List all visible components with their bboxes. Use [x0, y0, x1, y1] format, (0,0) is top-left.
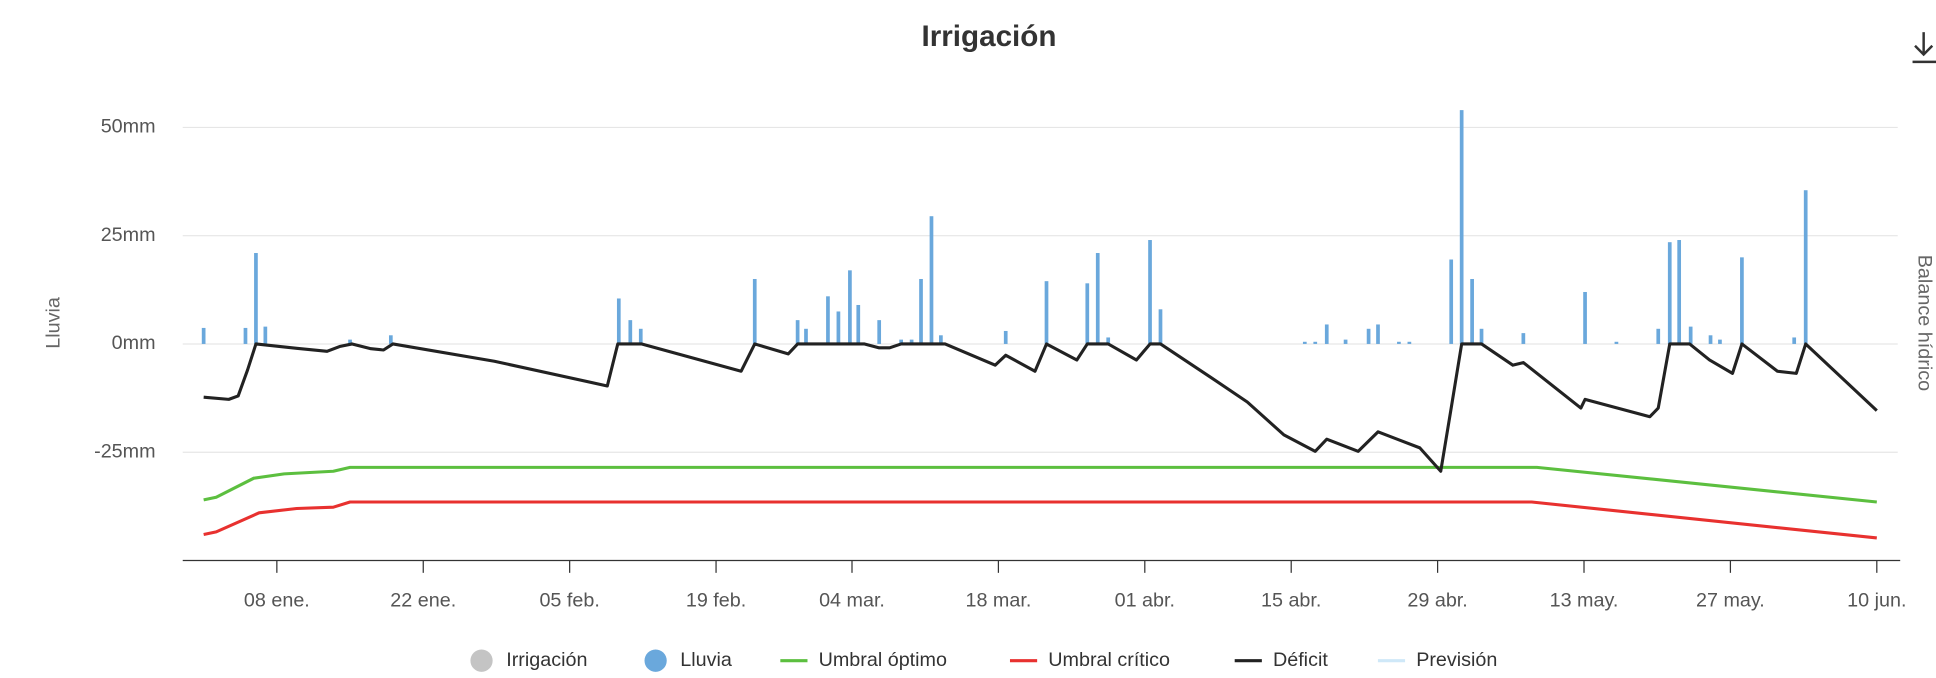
legend-symbol [644, 649, 667, 672]
series-line [203, 500, 1877, 540]
rain-bar [1470, 278, 1474, 344]
x-tick-label: 15 abr. [1261, 589, 1321, 611]
rain-bar [1688, 326, 1693, 344]
rain-bar [1792, 337, 1797, 344]
x-tick-label: 27 may. [1696, 589, 1765, 611]
rain-bar [1343, 339, 1348, 344]
rain-bar [1324, 324, 1329, 344]
download-button[interactable] [1912, 32, 1936, 64]
x-tick-label: 22 ene. [390, 589, 456, 611]
rain-bar [1677, 240, 1682, 344]
rain-bar [826, 296, 830, 344]
rain-bar [1366, 328, 1371, 344]
rain-bar [919, 278, 923, 344]
legend-label: Lluvia [680, 649, 732, 671]
y-axis-title: Lluvia [43, 297, 65, 349]
rain-bar [909, 339, 914, 344]
rain-bar [1095, 253, 1100, 344]
rain-bar [1313, 341, 1318, 344]
x-tick-label: 18 mar. [965, 589, 1031, 611]
x-tick-label: 19 feb. [686, 589, 746, 611]
rain-bar [856, 304, 861, 344]
rain-bar [388, 335, 393, 344]
x-tick-label: 01 abr. [1115, 589, 1175, 611]
legend-symbol [470, 649, 493, 672]
legend-label: Umbral óptimo [819, 649, 947, 671]
rain-bar [804, 328, 808, 344]
x-tick-label: 08 ene. [244, 589, 310, 611]
rain-bar [254, 253, 258, 344]
rain-bar [638, 328, 643, 344]
rain-bar [939, 335, 943, 344]
legend-label: Umbral crítico [1048, 649, 1170, 671]
rain-bar [1479, 328, 1484, 344]
rain-bar [1407, 341, 1412, 344]
series-line [203, 342, 1878, 473]
rain-bar [1708, 335, 1713, 344]
rain-bar [1302, 341, 1307, 344]
rain-bar [1740, 257, 1744, 344]
rain-bar [1376, 324, 1380, 344]
rain-bar [1044, 281, 1049, 344]
legend-label: Irrigación [506, 649, 587, 671]
download-icon[interactable] [1914, 44, 1934, 57]
rain-bar [1148, 240, 1152, 344]
y-tick-label: -25mm [94, 440, 155, 462]
rain-bar [1521, 333, 1526, 344]
rain-bar [929, 216, 934, 344]
rain-bar [1803, 190, 1808, 344]
rain-bar [1003, 330, 1008, 344]
rain-bar [1459, 110, 1464, 344]
chart-title: Irrigación [921, 20, 1056, 53]
rain-bar [752, 278, 757, 344]
rain-bar [201, 327, 206, 344]
rain-bar [1656, 328, 1661, 344]
rain-bar [1085, 283, 1090, 344]
legend-label: Previsión [1416, 649, 1497, 671]
rain-bar [877, 320, 882, 344]
y-tick-label: 50mm [101, 116, 156, 138]
y2-axis-title: Balance hídrico [1913, 255, 1935, 391]
rain-bar [1583, 291, 1587, 344]
x-tick-label: 13 may. [1550, 589, 1619, 611]
series-line [203, 465, 1877, 504]
rain-bar [1397, 341, 1401, 344]
x-tick-label: 05 feb. [539, 589, 599, 611]
x-tick-label: 04 mar. [819, 589, 885, 611]
rain-bar [836, 311, 841, 344]
y-tick-label: 0mm [112, 332, 156, 354]
rain-bar [1106, 337, 1111, 344]
rain-bar [616, 298, 621, 344]
y-tick-label: 25mm [101, 224, 156, 246]
rain-bar [1449, 259, 1454, 344]
legend-label: Déficit [1273, 649, 1328, 671]
rain-bar [1718, 339, 1722, 344]
rain-bar [348, 339, 352, 344]
rain-bar [795, 320, 800, 344]
x-tick-label: 29 abr. [1407, 589, 1467, 611]
rain-bar [628, 320, 633, 344]
rain-bar [263, 326, 268, 344]
rain-bar [848, 270, 852, 344]
rain-bar [243, 327, 248, 344]
rain-bar [1614, 341, 1619, 344]
rain-bar [1158, 309, 1163, 344]
x-tick-label: 10 jun. [1847, 589, 1906, 611]
rain-bar [899, 339, 904, 344]
rain-bar [1667, 242, 1672, 344]
